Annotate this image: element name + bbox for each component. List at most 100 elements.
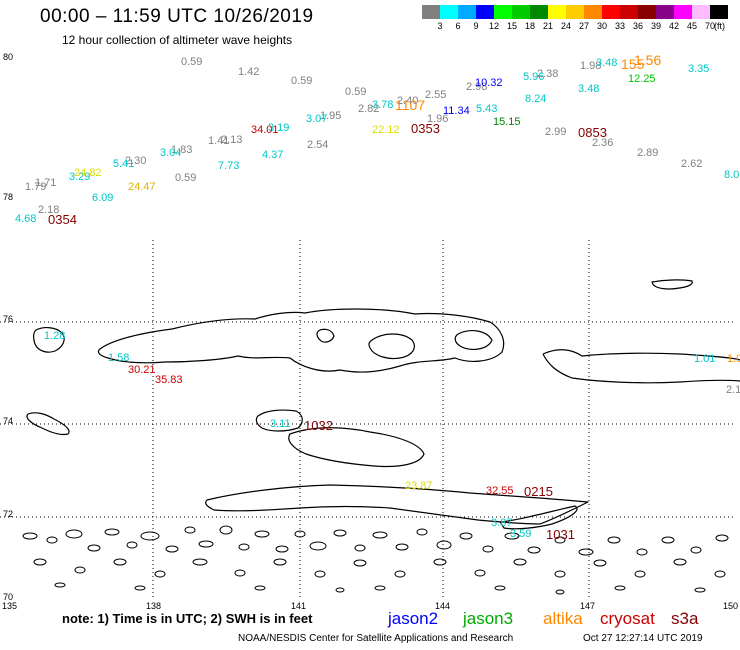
wave-height-value: 5.41 [113,158,134,170]
colorbar-swatch [422,5,440,19]
longitude-label: 147 [580,601,595,611]
latitude-labels: 80 78 76 74 72 70 [3,52,13,602]
latitude-label: 72 [3,509,13,519]
wave-height-value: 2.98 [466,81,487,93]
wave-height-value: 1.56 [634,52,661,68]
longitude-label: 135 [2,601,17,611]
colorbar-swatch [458,5,476,19]
wave-height-value: 155 [621,56,645,72]
wave-height-value: 1.0 [727,353,740,365]
wave-height-value: 3.11 [270,418,291,430]
wave-height-value: 1107 [395,97,425,113]
colorbar-swatch [566,5,584,19]
pass-time-label: 1031 [546,527,575,542]
latitude-label: 78 [3,192,13,202]
wave-height-value: 3.29 [69,171,90,183]
wave-height-value: 3.19 [268,122,289,134]
wave-height-value: 1.01 [694,353,715,365]
latitude-label: 76 [3,314,13,324]
wave-height-value: 6.09 [92,192,113,204]
colorbar-label: 42 [668,21,679,31]
colorbar-swatch [512,5,530,19]
pass-time-label: 0853 [578,125,607,140]
wave-height-value: 2.36 [592,137,613,149]
wave-height-value: 3.35 [688,63,709,75]
coastal-islands [22,525,729,595]
generated-timestamp: Oct 27 12:27:14 UTC 2019 [583,633,703,644]
colorbar-label: 27 [578,21,589,31]
wave-height-value: 10.32 [475,77,503,89]
wave-height-value: 2.1 [726,384,740,396]
wave-height-value: 2.30 [125,155,146,167]
wave-height-value: 22.12 [372,124,400,136]
wave-height-value: 2.40 [397,95,418,107]
legend-item-jason3: jason3 [463,609,514,628]
legend-item-cryosat: cryosat [600,609,655,628]
wave-height-value: 32.55 [486,485,514,497]
colorbar-label: 3 [437,21,443,31]
map-subtitle: 12 hour collection of altimeter wave hei… [62,33,293,47]
legend-item-jason2: jason2 [388,609,439,628]
colorbar-label: 36 [632,21,643,31]
wave-height-value: 1.42 [238,66,259,78]
wave-height-value: 1.98 [580,60,601,72]
wave-height-value: 2.89 [637,147,658,159]
legend-item-s3a: s3a [671,609,699,628]
wave-height-value: 1.79 [25,181,46,193]
colorbar-unit: (ft) [714,21,725,31]
wave-height-value: 4.68 [15,213,36,225]
colorbar-swatch [584,5,602,19]
wave-height-value: 4.37 [262,149,283,161]
wave-height-value: 24.47 [128,181,156,193]
colorbar-label: 6 [455,21,461,31]
wave-height-value: 2.99 [545,126,566,138]
wave-height-value: 0.59 [345,86,366,98]
latitude-label: 74 [3,416,13,426]
colorbar-label: 18 [524,21,535,31]
wave-height-value: 0.59 [181,56,202,68]
colorbar-label: 12 [488,21,499,31]
wave-height-value: 5.43 [476,103,497,115]
wave-height-value: 0.59 [291,75,312,87]
wave-height-value: 35.83 [155,374,183,386]
wave-height-value: 8.0 [724,169,739,181]
colorbar-swatch [530,5,548,19]
wave-height-value: 11.34 [443,105,470,117]
graticule [0,240,736,600]
colorbar-swatch [674,5,692,19]
wave-height-value: 1.83 [171,144,192,156]
wave-height-value: 2.62 [681,158,702,170]
pass-time-labels: 0354 0353 0853 1032 0215 1031 [48,121,607,542]
longitude-label: 150 [723,601,738,611]
wave-height-value: 0.59 [175,172,196,184]
wave-height-value: 8.24 [525,93,546,105]
colorbar-swatch [494,5,512,19]
latitude-label: 70 [3,592,13,602]
colorbar-swatch [656,5,674,19]
colorbar-swatch [602,5,620,19]
pass-time-label: 1032 [304,418,333,433]
colorbar-label: 9 [473,21,479,31]
pass-time-label: 0215 [524,484,553,499]
pass-time-label: 0354 [48,212,77,227]
longitude-label: 141 [291,601,306,611]
wave-height-values: 0.59 1.42 0.59 0.59 2.82 2.40 2.55 1.96 2.98 2.38… [15,52,740,540]
longitude-label: 138 [146,601,161,611]
wave-height-value: 34.01 [251,124,279,136]
colorbar-label: 39 [650,21,661,31]
colorbar-label: 24 [560,21,571,31]
colorbar-label: 33 [614,21,625,31]
wave-height-value: 3.48 [596,57,617,69]
wave-height-value: 1.71 [35,177,56,189]
wave-height-value: 7.73 [218,160,239,172]
wave-height-value: 2.18 [38,204,59,216]
pass-time-label: 0353 [411,121,440,136]
wave-height-value: 1.28 [44,330,65,342]
wave-height-value: 1.96 [427,113,448,125]
wave-height-value: 3.04 [160,147,181,159]
colorbar-swatch [638,5,656,19]
colorbar-swatch [548,5,566,19]
wave-height-value: 1.41 [208,135,229,147]
colorbar-label: 21 [542,21,553,31]
